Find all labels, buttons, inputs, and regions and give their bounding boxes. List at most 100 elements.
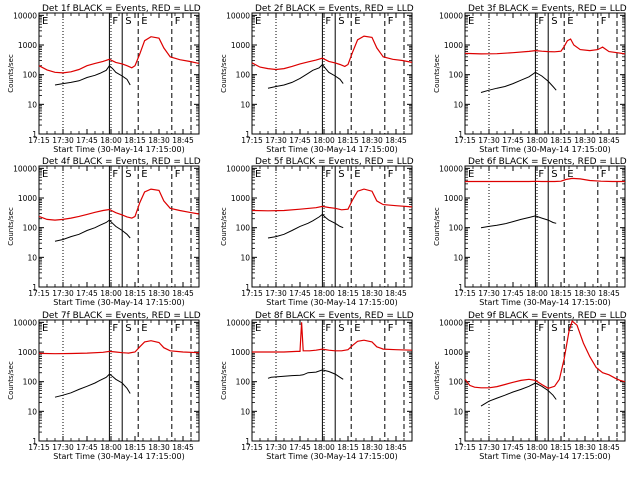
y-tick-label: 1 [32, 437, 37, 446]
x-tick-label: 18:15 [124, 443, 146, 452]
x-tick-label: 17:30 [265, 443, 287, 452]
y-tick-label: 10 [453, 100, 463, 109]
x-tick-label: 17:15 [454, 136, 476, 145]
marker-label: E [255, 169, 261, 180]
marker-label: E [255, 16, 261, 27]
y-axis-label: Counts/sec [433, 54, 441, 93]
y-tick-label: 100 [23, 378, 38, 387]
marker-label: F [538, 16, 544, 27]
y-axis-label: Counts/sec [220, 207, 228, 246]
y-tick-label: 1000 [231, 194, 250, 203]
y-tick-label: 1000 [18, 41, 37, 50]
y-tick-label: 10000 [439, 164, 463, 173]
y-tick-label: 1 [458, 130, 463, 139]
series-events [480, 215, 557, 229]
x-axis-label: Start Time (30-May-14 17:15:00) [53, 145, 184, 154]
x-tick-label: 18:30 [574, 136, 596, 145]
x-tick-label: 18:45 [385, 443, 407, 452]
panel-det-4: Det 4f BLACK = Events, RED = LLD 1 10 100 10… [7, 157, 201, 307]
y-tick-label: 1 [245, 437, 250, 446]
panel-det-1: Det 1f BLACK = Events, RED = LLD 1 10 100 10… [7, 4, 201, 154]
marker-label: E [141, 323, 147, 334]
series-events [54, 219, 131, 242]
y-axis-label: Counts/sec [220, 361, 228, 400]
y-tick-label: 1000 [444, 348, 463, 357]
y-tick-label: 100 [449, 224, 464, 233]
x-tick-label: 17:45 [502, 136, 524, 145]
series-events [267, 369, 344, 380]
y-tick-label: 10000 [13, 11, 37, 20]
marker-label: S [551, 323, 557, 334]
y-tick-label: 10 [240, 407, 250, 416]
x-tick-label: 17:30 [52, 136, 74, 145]
series-events [267, 213, 344, 239]
series-events [480, 382, 557, 407]
marker-label: F [175, 323, 181, 334]
y-axis-label: Counts/sec [7, 54, 15, 93]
x-tick-label: 18:45 [172, 289, 194, 298]
y-tick-label: 1000 [18, 348, 37, 357]
y-tick-label: 10 [27, 407, 37, 416]
x-tick-label: 17:45 [76, 289, 98, 298]
marker-label: E [567, 16, 573, 27]
y-tick-label: 10000 [439, 318, 463, 327]
series-lld [251, 35, 413, 71]
y-tick-label: 1 [32, 283, 37, 292]
x-axis-label: Start Time (30-May-14 17:15:00) [479, 452, 610, 461]
y-tick-label: 1 [245, 130, 250, 139]
y-tick-label: 1000 [18, 194, 37, 203]
y-tick-label: 100 [23, 71, 38, 80]
x-tick-label: 18:30 [148, 136, 170, 145]
y-tick-label: 100 [236, 71, 251, 80]
x-tick-label: 18:45 [172, 136, 194, 145]
x-tick-label: 18:00 [100, 136, 122, 145]
x-tick-label: 17:45 [289, 443, 311, 452]
series-lld [252, 322, 413, 353]
y-tick-label: 10000 [226, 318, 250, 327]
x-tick-label: 17:45 [289, 136, 311, 145]
marker-label: F [325, 323, 331, 334]
series-lld [464, 320, 626, 389]
marker-label: S [338, 323, 344, 334]
marker-label: E [354, 323, 360, 334]
x-tick-label: 18:30 [361, 289, 383, 298]
y-tick-label: 1000 [444, 41, 463, 50]
y-tick-label: 1 [245, 283, 250, 292]
marker-label: S [338, 169, 344, 180]
y-tick-label: 100 [449, 71, 464, 80]
marker-label: E [567, 169, 573, 180]
marker-label: S [125, 323, 131, 334]
x-tick-label: 17:15 [28, 289, 50, 298]
x-tick-label: 17:30 [478, 136, 500, 145]
y-tick-label: 1000 [231, 348, 250, 357]
x-tick-label: 18:45 [598, 443, 620, 452]
series-lld [465, 177, 625, 183]
y-tick-label: 1 [458, 437, 463, 446]
x-tick-label: 18:30 [148, 289, 170, 298]
marker-label: F [388, 323, 394, 334]
y-tick-label: 10000 [13, 318, 37, 327]
x-tick-label: 18:30 [574, 289, 596, 298]
y-tick-label: 10000 [226, 11, 250, 20]
marker-label: S [551, 16, 557, 27]
marker-label: F [112, 323, 118, 334]
series-events [267, 63, 344, 89]
panel-title: Det 9f BLACK = Events, RED = LLD [468, 311, 627, 321]
panel-det-7: Det 7f BLACK = Events, RED = LLD 1 10 100 10… [7, 311, 201, 461]
marker-label: F [388, 169, 394, 180]
x-tick-label: 18:30 [361, 136, 383, 145]
x-tick-label: 18:00 [526, 289, 548, 298]
x-axis-label: Start Time (30-May-14 17:15:00) [266, 452, 397, 461]
y-tick-label: 10 [453, 253, 463, 262]
x-tick-label: 17:30 [52, 289, 74, 298]
series-events [54, 64, 131, 86]
marker-label: E [468, 16, 474, 27]
x-tick-label: 18:00 [100, 289, 122, 298]
x-tick-label: 17:15 [454, 289, 476, 298]
x-tick-label: 18:45 [598, 289, 620, 298]
x-tick-label: 17:30 [478, 289, 500, 298]
marker-label: S [338, 16, 344, 27]
marker-label: E [42, 323, 48, 334]
y-tick-label: 10000 [13, 164, 37, 173]
marker-label: F [388, 16, 394, 27]
